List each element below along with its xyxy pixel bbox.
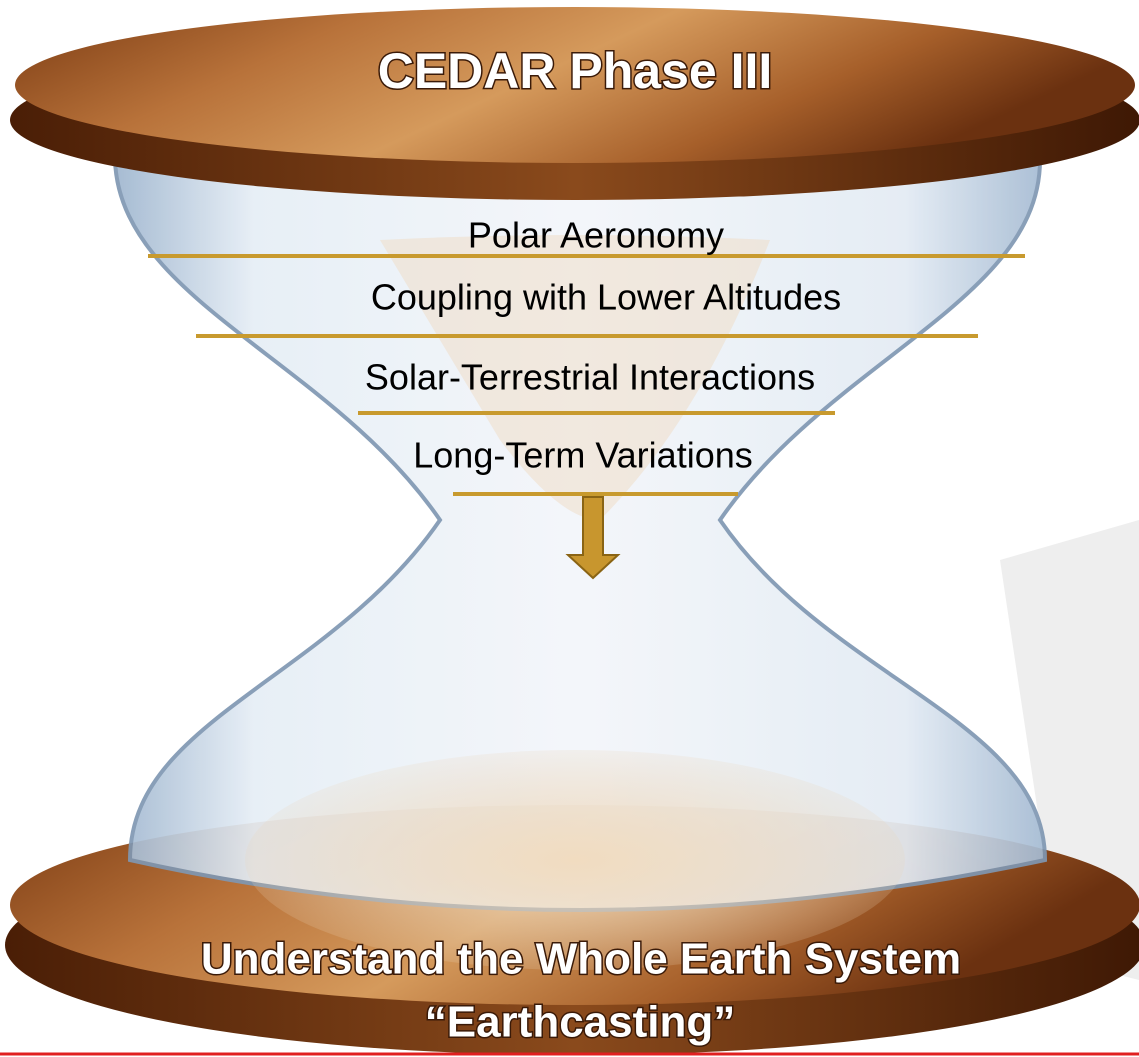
footer-line: “Earthcasting” (425, 998, 736, 1047)
layer-label: Solar-Terrestrial Interactions (365, 357, 815, 398)
layer-label: Coupling with Lower Altitudes (371, 277, 841, 318)
hourglass-diagram: CEDAR Phase III Polar Aeronomy Coupling … (0, 0, 1139, 1057)
layer-label: Polar Aeronomy (468, 215, 724, 256)
layer-label: Long-Term Variations (413, 435, 753, 476)
title: CEDAR Phase III (378, 43, 773, 99)
page: CEDAR Phase III Polar Aeronomy Coupling … (0, 0, 1139, 1057)
footer-line: Understand the Whole Earth System (201, 935, 961, 984)
